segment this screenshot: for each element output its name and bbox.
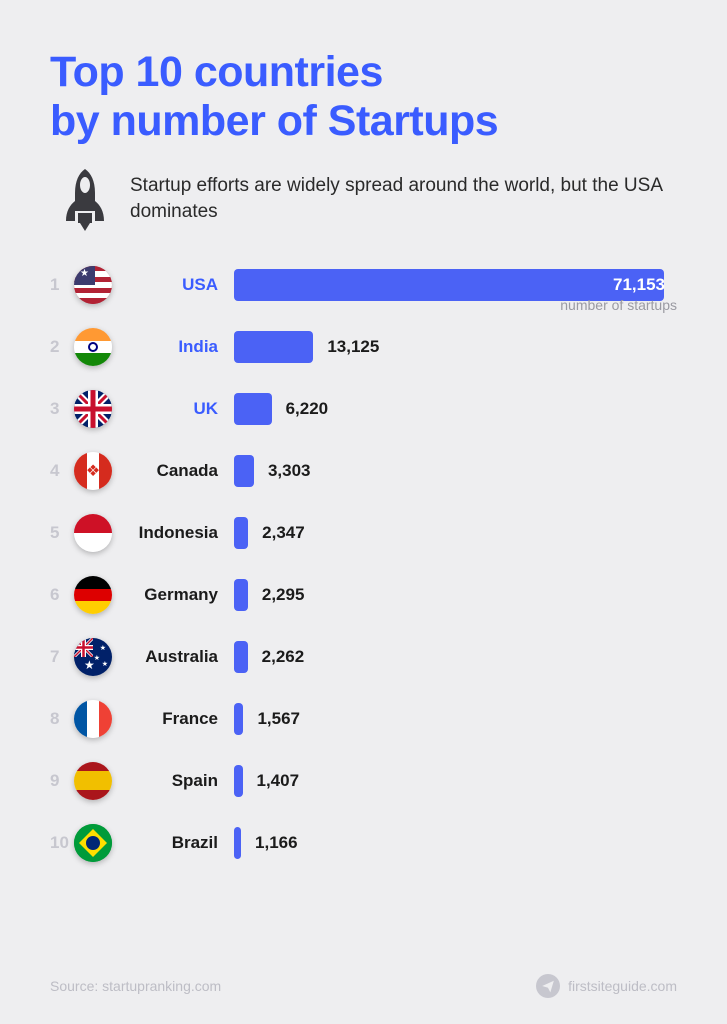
bar-value: 2,347 xyxy=(262,523,305,543)
country-name: Canada xyxy=(112,461,234,481)
rank-number: 4 xyxy=(50,461,74,481)
source-label: Source: startupranking.com xyxy=(50,978,221,994)
bar-row: 4❖Canada 3,303 xyxy=(50,447,677,495)
bar xyxy=(234,703,243,735)
bar-value: 2,295 xyxy=(262,585,305,605)
bar-row: 6 Germany 2,295 xyxy=(50,571,677,619)
bar-row: 7★★★★Australia 2,262 xyxy=(50,633,677,681)
bar-row: 8 France 1,567 xyxy=(50,695,677,743)
rank-number: 7 xyxy=(50,647,74,667)
bar-row: 1★USA71,153number of startups xyxy=(50,261,677,309)
bar-area: 13,125 xyxy=(234,323,677,371)
bar-value: 1,567 xyxy=(257,709,300,729)
bar-value: 13,125 xyxy=(327,337,379,357)
bar-chart: 1★USA71,153number of startups2India13,12… xyxy=(50,261,677,867)
subtitle-row: Startup efforts are widely spread around… xyxy=(50,167,677,231)
rank-number: 5 xyxy=(50,523,74,543)
paper-plane-icon xyxy=(536,974,560,998)
credit: firstsiteguide.com xyxy=(536,974,677,998)
bar-value: 1,166 xyxy=(255,833,298,853)
brazil-flag-icon xyxy=(74,824,112,862)
country-name: Spain xyxy=(112,771,234,791)
bar-row: 5 Indonesia 2,347 xyxy=(50,509,677,557)
rank-number: 1 xyxy=(50,275,74,295)
bar-value: 3,303 xyxy=(268,461,311,481)
bar xyxy=(234,393,272,425)
credit-label: firstsiteguide.com xyxy=(568,978,677,994)
bar-value: 2,262 xyxy=(262,647,305,667)
bar-area: 1,166 xyxy=(234,819,677,867)
rank-number: 6 xyxy=(50,585,74,605)
bar xyxy=(234,641,248,673)
chart-subtitle: Startup efforts are widely spread around… xyxy=(130,167,677,226)
bar-value: 6,220 xyxy=(286,399,329,419)
australia-flag-icon: ★★★★ xyxy=(74,638,112,676)
bar-area: 2,347 xyxy=(234,509,677,557)
bar-area: 71,153number of startups xyxy=(234,261,677,309)
axis-label: number of startups xyxy=(560,297,677,313)
bar xyxy=(234,517,248,549)
spain-flag-icon xyxy=(74,762,112,800)
germany-flag-icon xyxy=(74,576,112,614)
bar xyxy=(234,827,241,859)
bar-area: 1,407 xyxy=(234,757,677,805)
country-name: Brazil xyxy=(112,833,234,853)
rank-number: 10 xyxy=(50,833,74,853)
chart-title: Top 10 countries by number of Startups xyxy=(50,48,677,147)
title-line-1: Top 10 countries xyxy=(50,48,383,96)
canada-flag-icon: ❖ xyxy=(74,452,112,490)
bar-area: 1,567 xyxy=(234,695,677,743)
bar xyxy=(234,579,248,611)
country-name: Australia xyxy=(112,647,234,667)
india-flag-icon xyxy=(74,328,112,366)
country-name: USA xyxy=(112,275,234,295)
bar-area: 6,220 xyxy=(234,385,677,433)
bar-row: 2 India 13,125 xyxy=(50,323,677,371)
bar-row: 9 Spain 1,407 xyxy=(50,757,677,805)
rank-number: 8 xyxy=(50,709,74,729)
country-name: France xyxy=(112,709,234,729)
rocket-icon xyxy=(60,167,110,231)
bar xyxy=(234,455,254,487)
country-name: Indonesia xyxy=(112,523,234,543)
france-flag-icon xyxy=(74,700,112,738)
bar-area: 2,295 xyxy=(234,571,677,619)
country-name: India xyxy=(112,337,234,357)
bar-area: 2,262 xyxy=(234,633,677,681)
rank-number: 3 xyxy=(50,399,74,419)
bar xyxy=(234,331,313,363)
bar-value: 1,407 xyxy=(257,771,300,791)
country-name: UK xyxy=(112,399,234,419)
indonesia-flag-icon xyxy=(74,514,112,552)
country-name: Germany xyxy=(112,585,234,605)
bar-row: 10 Brazil 1,166 xyxy=(50,819,677,867)
rank-number: 9 xyxy=(50,771,74,791)
bar-value: 71,153 xyxy=(613,275,665,295)
rank-number: 2 xyxy=(50,337,74,357)
bar-row: 3 UK 6,220 xyxy=(50,385,677,433)
title-line-2: by number of Startups xyxy=(50,97,498,145)
bar-area: 3,303 xyxy=(234,447,677,495)
bar xyxy=(234,765,243,797)
uk-flag-icon xyxy=(74,390,112,428)
footer: Source: startupranking.com firstsiteguid… xyxy=(50,974,677,998)
usa-flag-icon: ★ xyxy=(74,266,112,304)
